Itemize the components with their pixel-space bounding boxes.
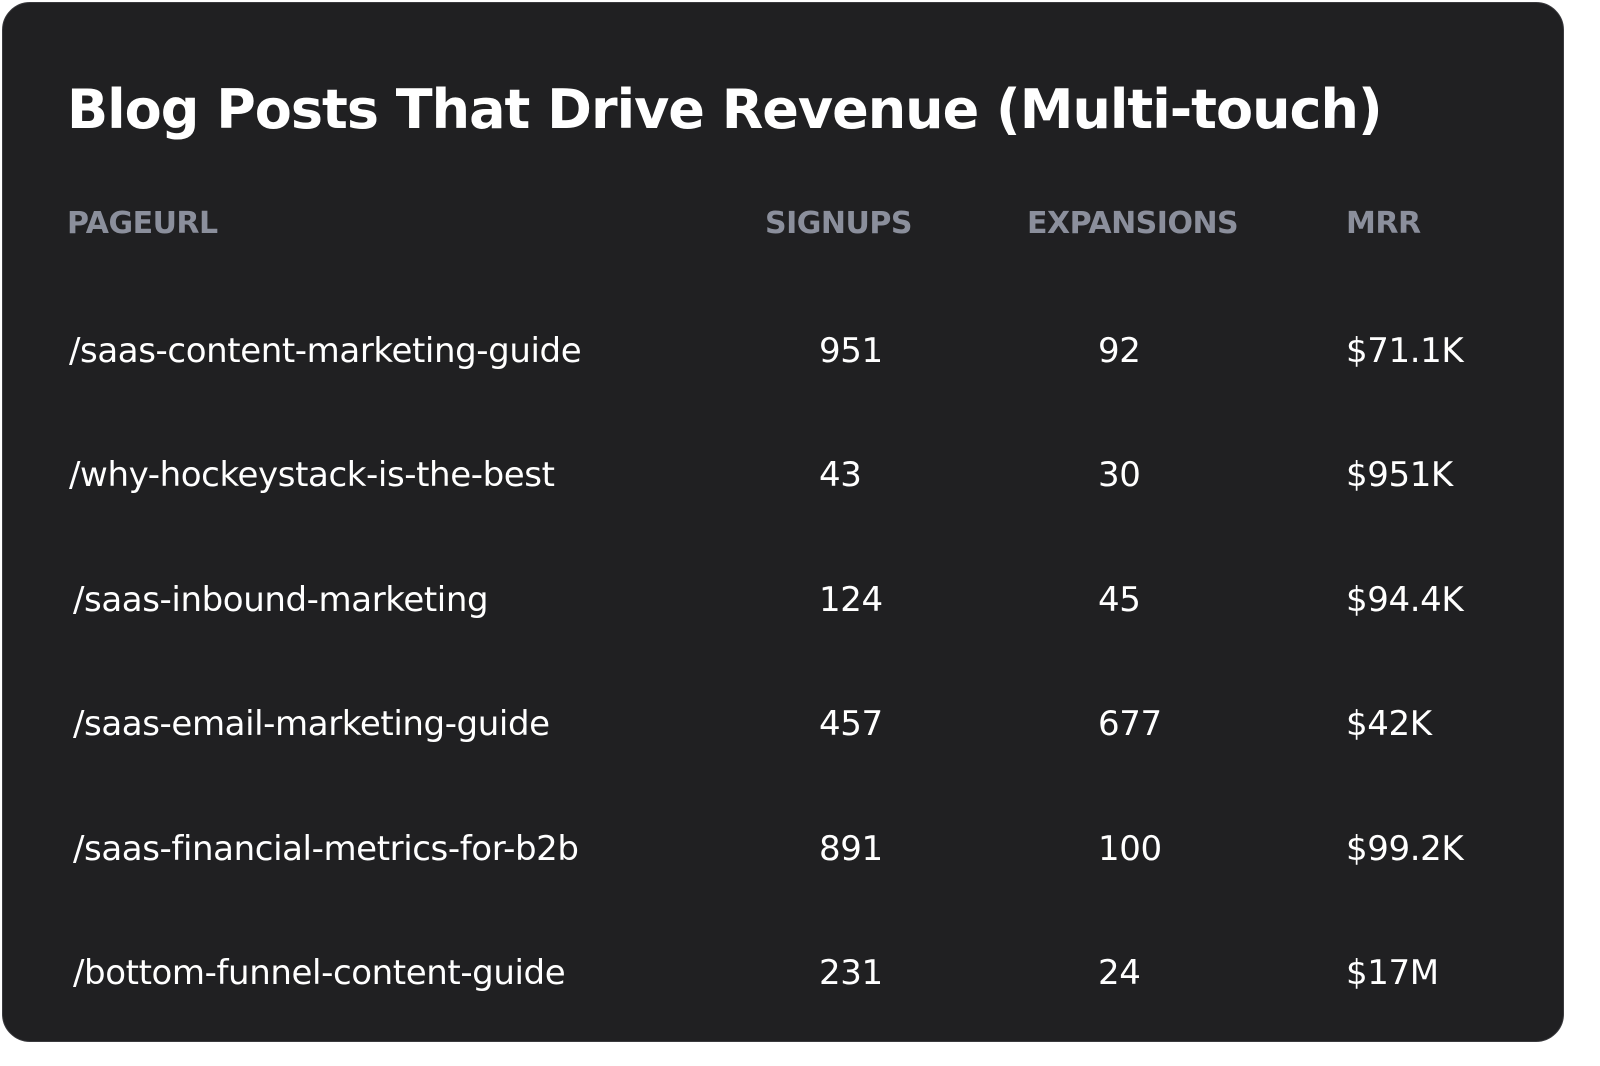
table-row: /saas-financial-metrics-for-b2b 891 100 …: [3, 819, 1563, 879]
expansions-cell: 30: [1098, 455, 1141, 495]
column-header-signups[interactable]: SIGNUPS: [765, 206, 912, 241]
column-header-pageurl[interactable]: PAGEURL: [67, 206, 218, 241]
expansions-cell: 92: [1098, 331, 1141, 371]
page-url-cell[interactable]: /why-hockeystack-is-the-best: [69, 455, 555, 495]
mrr-cell: $42K: [1346, 704, 1432, 744]
mrr-cell: $951K: [1346, 455, 1453, 495]
signups-cell: 43: [819, 455, 862, 495]
signups-cell: 951: [819, 331, 883, 371]
signups-cell: 231: [819, 953, 883, 993]
page-url-cell[interactable]: /bottom-funnel-content-guide: [73, 953, 566, 993]
expansions-cell: 24: [1098, 953, 1141, 993]
table-row: /why-hockeystack-is-the-best 43 30 $951K: [3, 445, 1563, 505]
signups-cell: 891: [819, 829, 883, 869]
expansions-cell: 45: [1098, 580, 1141, 620]
column-header-mrr[interactable]: MRR: [1346, 206, 1421, 241]
mrr-cell: $17M: [1346, 953, 1439, 993]
table-row: /saas-content-marketing-guide 951 92 $71…: [3, 321, 1563, 381]
table-row: /bottom-funnel-content-guide 231 24 $17M: [3, 943, 1563, 1003]
revenue-table-card: Blog Posts That Drive Revenue (Multi-tou…: [2, 2, 1564, 1042]
page-url-cell[interactable]: /saas-inbound-marketing: [73, 580, 489, 620]
mrr-cell: $71.1K: [1346, 331, 1464, 371]
column-header-expansions[interactable]: EXPANSIONS: [1027, 206, 1239, 241]
table-title: Blog Posts That Drive Revenue (Multi-tou…: [67, 78, 1383, 141]
table-row: /saas-email-marketing-guide 457 677 $42K: [3, 694, 1563, 754]
expansions-cell: 100: [1098, 829, 1162, 869]
page-url-cell[interactable]: /saas-email-marketing-guide: [73, 704, 550, 744]
expansions-cell: 677: [1098, 704, 1162, 744]
table-row: /saas-inbound-marketing 124 45 $94.4K: [3, 570, 1563, 630]
signups-cell: 124: [819, 580, 883, 620]
page-url-cell[interactable]: /saas-content-marketing-guide: [69, 331, 582, 371]
page-url-cell[interactable]: /saas-financial-metrics-for-b2b: [73, 829, 579, 869]
mrr-cell: $94.4K: [1346, 580, 1464, 620]
mrr-cell: $99.2K: [1346, 829, 1464, 869]
signups-cell: 457: [819, 704, 883, 744]
